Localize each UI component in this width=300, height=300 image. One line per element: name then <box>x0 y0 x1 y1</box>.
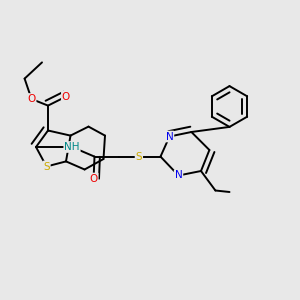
Text: S: S <box>43 161 50 172</box>
Text: N: N <box>175 170 182 181</box>
Text: O: O <box>27 94 36 104</box>
Text: N: N <box>166 131 173 142</box>
Text: NH: NH <box>64 142 80 152</box>
Text: O: O <box>89 173 98 184</box>
Text: O: O <box>62 92 70 102</box>
Text: S: S <box>136 152 142 162</box>
